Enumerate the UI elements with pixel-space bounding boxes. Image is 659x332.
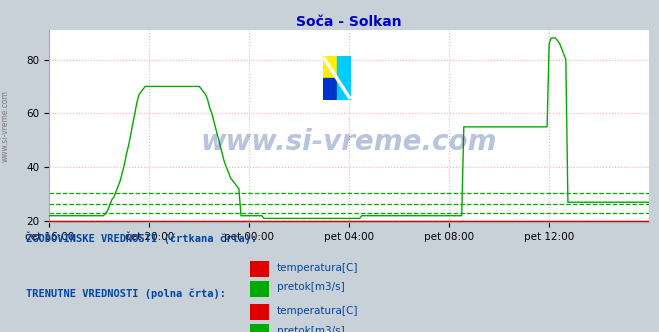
Bar — [323, 56, 337, 78]
Bar — [323, 78, 337, 100]
Bar — [337, 78, 351, 100]
Text: www.si-vreme.com: www.si-vreme.com — [1, 90, 10, 162]
Text: TRENUTNE VREDNOSTI (polna črta):: TRENUTNE VREDNOSTI (polna črta): — [26, 289, 226, 299]
Text: temperatura[C]: temperatura[C] — [277, 263, 358, 273]
Bar — [337, 56, 351, 78]
Text: pretok[m3/s]: pretok[m3/s] — [277, 326, 345, 332]
Text: www.si-vreme.com: www.si-vreme.com — [201, 127, 498, 156]
Title: Soča - Solkan: Soča - Solkan — [297, 15, 402, 29]
Text: temperatura[C]: temperatura[C] — [277, 306, 358, 316]
Text: pretok[m3/s]: pretok[m3/s] — [277, 283, 345, 292]
Text: ZGODOVINSKE VREDNOSTI (črtkana črta):: ZGODOVINSKE VREDNOSTI (črtkana črta): — [26, 234, 258, 244]
